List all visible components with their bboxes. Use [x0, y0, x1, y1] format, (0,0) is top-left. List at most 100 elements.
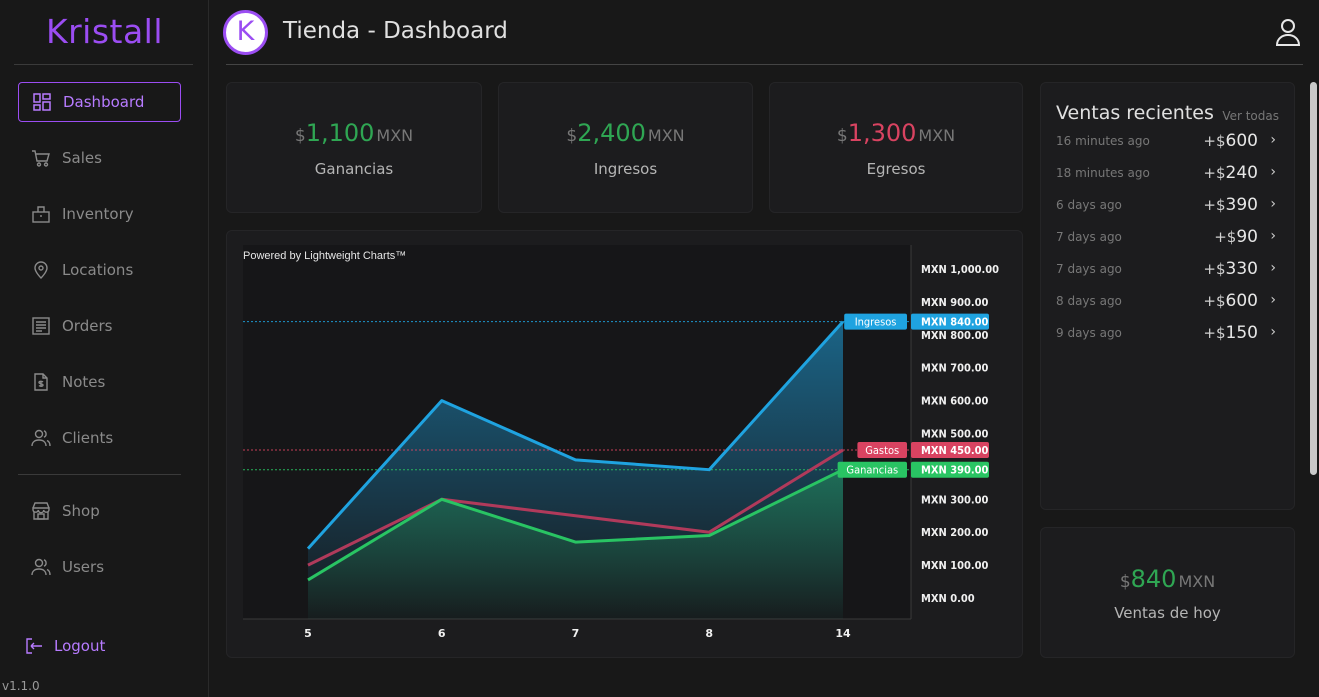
currency-symbol: $ — [566, 126, 578, 146]
series-line-gastos — [307, 448, 844, 567]
sidebar-item-notes[interactable]: Notes — [18, 362, 181, 402]
sale-row[interactable]: 8 days ago +$600 › — [1056, 291, 1278, 313]
sidebar-item-label: Notes — [62, 373, 106, 391]
sidebar-item-label: Dashboard — [63, 93, 145, 111]
stat-label: Ingresos — [593, 160, 658, 178]
sale-row[interactable]: 7 days ago +$330 › — [1056, 259, 1278, 281]
sale-prefix: +$ — [1203, 164, 1226, 182]
sale-row[interactable]: 16 minutes ago +$600 › — [1056, 131, 1278, 153]
y-tick-label: MXN 600.00 — [921, 395, 989, 408]
sidebar-item-label: Shop — [62, 502, 100, 520]
currency-unit: MXN — [376, 126, 414, 145]
sidebar-item-users[interactable]: Users — [18, 547, 181, 587]
logout-button[interactable]: Logout — [24, 636, 105, 656]
sale-row[interactable]: 18 minutes ago +$240 › — [1056, 163, 1278, 185]
sidebar-item-sales[interactable]: Sales — [18, 138, 181, 178]
today-sales-card: $840 MXN Ventas de hoy — [1040, 527, 1295, 658]
user-icon[interactable] — [1275, 18, 1301, 46]
sale-amount: +$240 — [1203, 163, 1258, 183]
x-tick-label: 6 — [438, 627, 446, 640]
sidebar-item-inventory[interactable]: Inventory — [18, 194, 181, 234]
y-tick-label: MXN 300.00 — [921, 493, 989, 506]
sale-prefix: +$ — [1203, 324, 1226, 342]
brand-title: Kristall — [45, 12, 164, 51]
currency-unit: MXN — [918, 126, 956, 145]
receipt-icon — [31, 316, 51, 336]
chevron-right-icon: › — [1270, 228, 1276, 244]
chart-watermark: Powered by Lightweight Charts™ — [243, 250, 406, 262]
stat-card-ingresos: $2,400 MXN Ingresos — [498, 82, 753, 213]
price-tag — [911, 441, 989, 458]
sale-prefix: +$ — [1214, 228, 1237, 246]
sale-time: 16 minutes ago — [1056, 134, 1150, 148]
sidebar-divider — [14, 64, 193, 65]
series-area-ganancias — [308, 469, 843, 619]
currency-symbol: $ — [294, 126, 306, 146]
view-all-link[interactable]: Ver todas — [1222, 109, 1279, 123]
sale-value: 90 — [1236, 227, 1258, 247]
sale-time: 6 days ago — [1056, 198, 1122, 212]
sale-time: 8 days ago — [1056, 294, 1122, 308]
logout-icon — [24, 636, 44, 656]
stat-number: 840 — [1130, 565, 1177, 593]
series-name-tag — [857, 441, 907, 458]
y-tick-label: MXN 700.00 — [921, 362, 989, 375]
page-title: Tienda - Dashboard — [283, 18, 508, 44]
sidebar-item-clients[interactable]: Clients — [18, 418, 181, 458]
store-logo: K — [223, 10, 268, 55]
sale-amount: +$330 — [1203, 259, 1258, 279]
sidebar-item-orders[interactable]: Orders — [18, 306, 181, 346]
series-name-label: Gastos — [865, 444, 899, 457]
stat-value: $1,300 MXN — [770, 119, 1022, 147]
users-icon — [31, 428, 51, 448]
map-pin-icon — [31, 260, 51, 280]
currency-unit: MXN — [1178, 572, 1216, 591]
series-line-ganancias — [307, 468, 844, 582]
sale-prefix: +$ — [1203, 292, 1226, 310]
chevron-right-icon: › — [1270, 324, 1276, 340]
document-dollar-icon — [31, 372, 51, 392]
sale-amount: +$600 — [1203, 291, 1258, 311]
sale-amount: +$390 — [1203, 195, 1258, 215]
chevron-right-icon: › — [1270, 164, 1276, 180]
stat-value: $840 MXN — [1041, 565, 1294, 593]
sale-row[interactable]: 6 days ago +$390 › — [1056, 195, 1278, 217]
sidebar-item-shop[interactable]: Shop — [18, 491, 181, 531]
sidebar-item-label: Clients — [62, 429, 114, 447]
stat-label: Ganancias — [314, 160, 394, 178]
dashboard-icon — [32, 92, 52, 112]
stat-label: Ventas de hoy — [1114, 604, 1221, 622]
scrollbar[interactable] — [1310, 82, 1317, 475]
sale-amount: +$150 — [1203, 323, 1258, 343]
sidebar-item-locations[interactable]: Locations — [18, 250, 181, 290]
sale-value: 600 — [1225, 131, 1258, 151]
y-tick-label: MXN 0.00 — [921, 592, 975, 605]
series-line-ingresos — [306, 320, 845, 550]
x-tick-label: 5 — [304, 627, 312, 640]
sale-row[interactable]: 9 days ago +$150 › — [1056, 323, 1278, 345]
sale-time: 7 days ago — [1056, 230, 1122, 244]
y-tick-label: MXN 900.00 — [921, 296, 989, 309]
sale-value: 390 — [1225, 195, 1258, 215]
sale-prefix: +$ — [1203, 132, 1226, 150]
currency-symbol: $ — [1119, 572, 1131, 592]
sale-amount: +$600 — [1203, 131, 1258, 151]
sale-row[interactable]: 7 days ago +$90 › — [1056, 227, 1278, 249]
y-tick-label: MXN 500.00 — [921, 428, 989, 441]
price-tag-label: MXN 450.00 — [921, 444, 989, 457]
store-icon — [31, 501, 51, 521]
users-icon — [31, 557, 51, 577]
stat-value: $1,100 MXN — [227, 119, 481, 147]
currency-symbol: $ — [836, 126, 848, 146]
line-chart[interactable]: Powered by Lightweight Charts™ MXN 0.00 MX… — [227, 231, 1024, 659]
logout-label: Logout — [54, 637, 106, 655]
sale-prefix: +$ — [1203, 196, 1226, 214]
stat-card-egresos: $1,300 MXN Egresos — [769, 82, 1023, 213]
recent-sales-card: Ventas recientes Ver todas 16 minutes ag… — [1040, 82, 1295, 510]
series-name-tag — [837, 461, 907, 478]
sidebar-item-dashboard[interactable]: Dashboard — [18, 82, 181, 122]
y-tick-label: MXN 200.00 — [921, 526, 989, 539]
y-tick-label: MXN 100.00 — [921, 559, 989, 572]
sale-time: 9 days ago — [1056, 326, 1122, 340]
